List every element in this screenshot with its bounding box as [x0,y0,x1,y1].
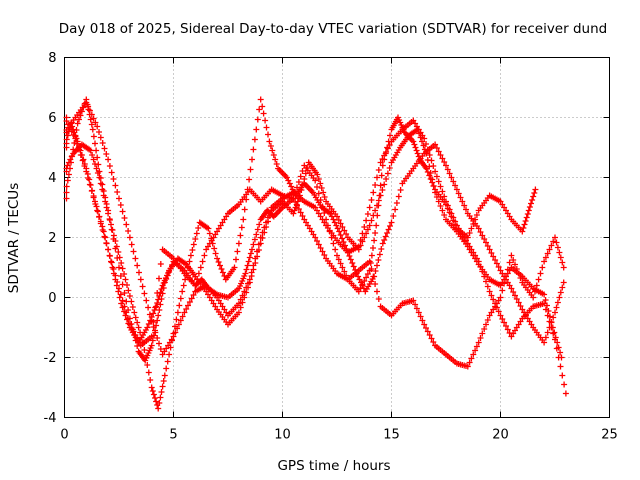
axis-ticks: 0 5 10 15 20 25 -4 -2 0 2 4 6 8 [44,51,618,443]
plus-markers [63,99,569,397]
chart-title: Day 018 of 2025, Sidereal Day-to-day VTE… [59,21,607,37]
plus-markers [63,114,567,370]
y-tick-label: 2 [48,231,56,246]
series-track-5 [63,99,569,397]
series-track-4 [63,114,567,370]
plus-markers [63,96,567,412]
x-tick-label: 0 [60,428,68,443]
x-tick-label: 5 [169,428,177,443]
x-tick-label: 10 [274,428,291,443]
y-tick-label: 4 [48,171,56,186]
y-axis-label: SDTVAR / TECUs [6,183,22,293]
x-tick-label: 25 [601,428,618,443]
series-track-3 [63,96,567,412]
y-tick-label: -4 [44,411,57,426]
y-tick-label: 0 [48,291,56,306]
y-tick-label: 6 [48,111,56,126]
x-tick-label: 20 [492,428,509,443]
x-axis-label: GPS time / hours [277,458,390,474]
plus-markers [63,96,539,364]
series-track-1 [63,96,539,364]
x-tick-label: 15 [383,428,400,443]
data-marks [63,96,569,412]
y-tick-label: -2 [44,351,57,366]
y-tick-label: 8 [48,51,56,66]
